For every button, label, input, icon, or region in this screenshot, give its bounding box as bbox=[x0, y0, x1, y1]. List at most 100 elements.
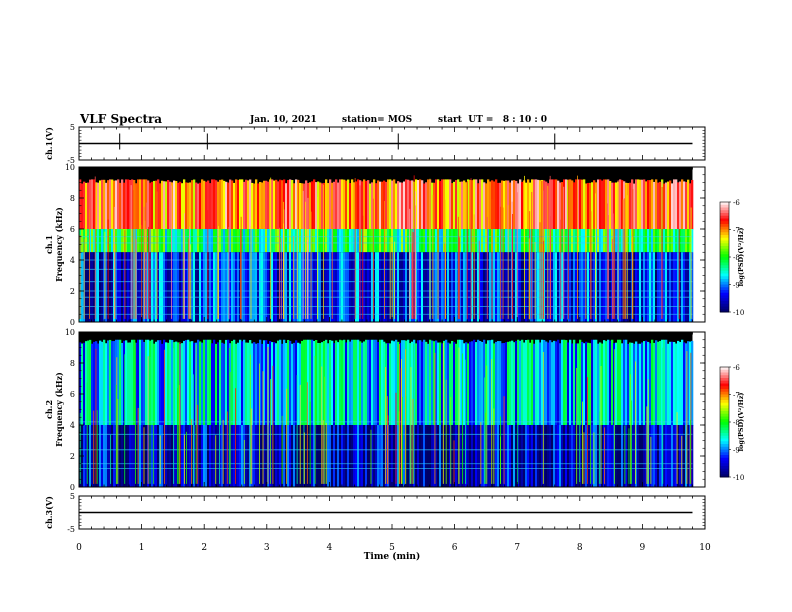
ch2-spectrogram-cell bbox=[467, 425, 470, 487]
ch1-spectrogram-cell bbox=[687, 179, 690, 230]
ch1-spectrogram-cell bbox=[487, 229, 490, 253]
ch1-spectrogram-cell bbox=[125, 229, 128, 253]
ch2-spectrogram-cell bbox=[691, 425, 694, 487]
ch2-spectrogram-cell bbox=[253, 342, 256, 428]
ch1-spectrogram-cell bbox=[139, 229, 142, 253]
ch1-spectrogram-cell bbox=[105, 182, 108, 233]
ch1-spectrogram-cell bbox=[241, 252, 244, 322]
ch2-spectrogram-cell bbox=[507, 425, 510, 487]
ch2-spectrogram-cell bbox=[419, 425, 422, 487]
ch2-spectrogram-cell bbox=[369, 339, 372, 425]
ch1-spectrogram-cell bbox=[79, 179, 82, 230]
ch1-spectrogram-cell bbox=[393, 229, 396, 253]
ch1-spectrogram-cell bbox=[297, 229, 300, 253]
ch1-spectrogram-cell bbox=[545, 181, 548, 232]
ch1-spectrogram-cell bbox=[173, 252, 176, 322]
ch1-spectrogram-cell bbox=[513, 252, 516, 322]
ch1-spectrogram-cell bbox=[227, 229, 230, 253]
ch1-spectrogram-cell bbox=[91, 179, 94, 229]
ch1-spectrogram-cell bbox=[551, 252, 554, 322]
ch2-spectrogram-cell bbox=[481, 341, 484, 428]
ch2-spectrogram-cell bbox=[353, 425, 356, 487]
ch1-spectrogram-cell bbox=[289, 179, 292, 229]
ch2-spectrogram-colorbar-cell bbox=[720, 413, 729, 417]
ch2-spectrogram-cell bbox=[171, 425, 174, 487]
ch1-spectrogram-colorbar-cell bbox=[720, 229, 729, 233]
ch1-spectrogram-cell bbox=[341, 229, 344, 253]
ch2-spectrogram-cell bbox=[427, 425, 430, 487]
ch1-spectrogram-cell bbox=[231, 180, 234, 231]
ch2-spectrogram-cell bbox=[439, 342, 442, 428]
ch1-spectrogram-cell bbox=[247, 229, 250, 253]
ch1-spectrogram-colorbar-cell bbox=[720, 246, 729, 250]
ch2-spectrogram-cell bbox=[561, 425, 564, 487]
ch2-spectrogram-cell bbox=[639, 425, 642, 487]
ch2-spectrogram-cell bbox=[435, 425, 438, 487]
ch2-spectrogram-cell bbox=[433, 425, 436, 487]
ch2-spectrogram-cell bbox=[123, 340, 126, 427]
ch2-spectrogram-cell bbox=[423, 339, 426, 425]
ch1-spectrogram-cell bbox=[267, 229, 270, 253]
ch1-spectrogram-colorbar-tick-label: -7 bbox=[733, 227, 740, 235]
ch1-spectrogram-colorbar-cell bbox=[720, 298, 729, 302]
ch2-spectrogram-colorbar-cell bbox=[720, 367, 729, 371]
ch1-spectrogram-cell bbox=[395, 229, 398, 253]
ch1-spectrogram-cell bbox=[543, 229, 546, 253]
ch2-spectrogram-cell bbox=[347, 425, 350, 487]
ch2-spectrogram-cell bbox=[333, 425, 336, 487]
ch2-spectrogram-cell bbox=[99, 425, 102, 487]
ch1-spectrogram-cell bbox=[379, 252, 382, 322]
ch2-spectrogram-cell bbox=[343, 425, 346, 487]
ch2-spectrogram-cell bbox=[105, 343, 108, 429]
ch1-spectrogram-cell bbox=[367, 229, 370, 253]
ch2-spectrogram-cell bbox=[219, 425, 222, 487]
ch1-waveform-ytick-label: -5 bbox=[67, 156, 75, 165]
ch2-spectrogram-cell bbox=[333, 343, 336, 429]
ch2-spectrogram-cell bbox=[429, 339, 432, 425]
ch2-spectrogram-cell bbox=[475, 425, 478, 487]
ch1-spectrogram-cell bbox=[331, 182, 334, 233]
ch1-spectrogram-cell bbox=[691, 179, 694, 230]
ch2-spectrogram-cell bbox=[639, 343, 642, 429]
ch1-spectrogram-cell bbox=[597, 252, 600, 322]
ch2-spectrogram-cell bbox=[137, 339, 140, 425]
ch1-spectrogram-cell bbox=[327, 183, 330, 233]
ch2-spectrogram-cell bbox=[225, 425, 228, 487]
ch1-spectrogram-cell bbox=[453, 229, 456, 253]
ch1-spectrogram-cell bbox=[441, 229, 444, 253]
ch1-spectrogram-cell bbox=[513, 229, 516, 253]
ch2-spectrogram-cell bbox=[265, 425, 268, 487]
ch2-spectrogram-cell bbox=[241, 341, 244, 427]
ch1-spectrogram-colorbar-cell bbox=[720, 292, 729, 296]
ch1-spectrogram-cell bbox=[545, 229, 548, 253]
ch2-spectrogram-cell bbox=[557, 339, 560, 425]
ch2-spectrogram-cell bbox=[183, 340, 186, 427]
ch1-spectrogram-cell bbox=[223, 229, 226, 253]
ch2-spectrogram-colorbar-cell bbox=[720, 430, 729, 434]
ch1-spectrogram-cell bbox=[443, 229, 446, 253]
ch2-spectrogram-cell bbox=[181, 425, 184, 487]
ch1-spectrogram-cell bbox=[385, 229, 388, 253]
ch1-spectrogram-cell bbox=[591, 182, 594, 232]
ch1-spectrogram-cell bbox=[185, 182, 188, 233]
ch2-spectrogram-cell bbox=[473, 339, 476, 425]
ch2-spectrogram-cell bbox=[427, 343, 430, 430]
ch1-spectrogram-cell bbox=[97, 229, 100, 253]
ch1-spectrogram-cell bbox=[287, 180, 290, 230]
ch1-spectrogram-cell bbox=[445, 229, 448, 253]
ch2-spectrogram-cell bbox=[87, 425, 90, 487]
ch1-spectrogram-cell bbox=[589, 229, 592, 253]
ch1-spectrogram-cell bbox=[651, 252, 654, 322]
ch1-spectrogram-cell bbox=[357, 179, 360, 229]
ch2-spectrogram-cell bbox=[499, 341, 502, 427]
ch1-spectrogram-cell bbox=[107, 180, 110, 230]
ch2-spectrogram-cell bbox=[559, 343, 562, 429]
ch1-spectrogram-cell bbox=[469, 252, 472, 322]
ch2-spectrogram-cell bbox=[351, 425, 354, 487]
ch1-spectrogram-cell bbox=[325, 179, 328, 229]
ch1-spectrogram-cell bbox=[571, 229, 574, 253]
ch2-spectrogram-cell bbox=[175, 341, 178, 427]
ch2-spectrogram-cell bbox=[547, 425, 550, 487]
ch1-spectrogram-cell bbox=[159, 252, 162, 322]
ch2-spectrogram-cell bbox=[199, 425, 202, 487]
